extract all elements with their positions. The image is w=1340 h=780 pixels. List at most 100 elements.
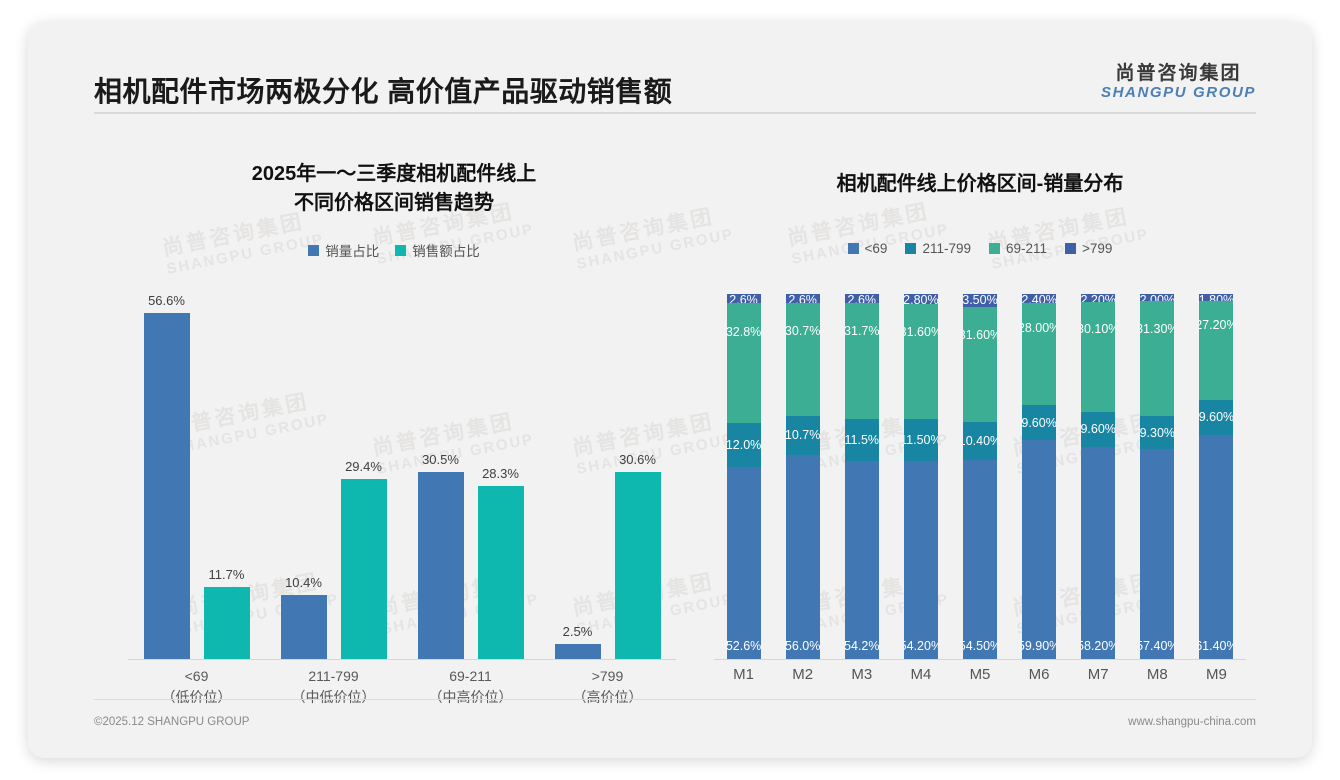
stacked-segment-69-211-M2[interactable]: 30.7% [785, 303, 820, 416]
legend-swatch-icon [308, 244, 320, 256]
stacked-segment-<69-M9[interactable]: 61.40% [1199, 434, 1234, 659]
legend-item-left-1[interactable]: 销售额占比 [395, 240, 480, 260]
stacked-segment->799-M5[interactable]: 3.50% [962, 294, 997, 307]
stacked-segment->799-M3[interactable]: 2.6% [844, 294, 879, 304]
stacked-segment-<69-M7[interactable]: 58.20% [1081, 446, 1116, 659]
legend-label: <69 [864, 241, 888, 256]
stacked-segment-69-211-M3[interactable]: 31.7% [844, 303, 879, 420]
stacked-segment-211-799-M1[interactable]: 12.0% [726, 423, 761, 467]
legend-item-right-1[interactable]: 211-799 [905, 241, 971, 256]
bar-column[interactable]: 30.5% [417, 292, 464, 659]
bar-销量占比-<69[interactable] [143, 312, 190, 659]
left-chart-panel: 2025年一～三季度相机配件线上 不同价格区间销售趋势 销量占比 销售额占比 56… [94, 132, 694, 705]
stacked-segment-69-211-M5[interactable]: 31.60% [962, 306, 997, 423]
stacked-segment->799-M8[interactable]: 2.00% [1140, 294, 1175, 302]
stacked-bar-M1[interactable]: 2.6% 32.8% 12.0% 52.6% [726, 294, 761, 659]
stacked-segment->799-M4[interactable]: 2.80% [903, 294, 938, 305]
header-divider [94, 112, 1256, 114]
stacked-segment-69-211-M6[interactable]: 28.00% [1022, 302, 1057, 406]
legend-item-right-0[interactable]: <69 [847, 241, 888, 256]
legend-item-left-0[interactable]: 销量占比 [308, 240, 379, 260]
stacked-segment->799-M2[interactable]: 2.6% [785, 294, 820, 304]
bar-销量占比->799[interactable] [554, 643, 601, 659]
stacked-segment-69-211-M8[interactable]: 31.30% [1140, 301, 1175, 416]
stacked-segment-<69-M3[interactable]: 54.2% [844, 461, 879, 659]
bar-value-label: 56.6% [148, 292, 185, 308]
stacked-segment-<69-M5[interactable]: 54.50% [962, 460, 997, 659]
bar-column[interactable]: 30.6% [614, 292, 661, 659]
segment-value-label: 9.60% [1081, 422, 1116, 437]
legend-item-right-3[interactable]: >799 [1065, 241, 1112, 256]
stacked-segment-211-799-M4[interactable]: 11.50% [903, 419, 938, 462]
stacked-bar-M2[interactable]: 2.6% 30.7% 10.7% 56.0% [785, 294, 820, 660]
legend-swatch-icon [395, 244, 407, 256]
segment-value-label: 10.7% [785, 428, 820, 443]
segment-value-label: 54.50% [963, 639, 997, 653]
bar-column[interactable]: 11.7% [203, 292, 250, 659]
bar-销售额占比-<69[interactable] [203, 587, 250, 659]
stacked-segment-69-211-M1[interactable]: 32.8% [726, 303, 761, 424]
stacked-segment-69-211-M4[interactable]: 31.60% [903, 304, 938, 420]
stacked-segment->799-M9[interactable]: 1.80% [1199, 294, 1234, 301]
stacked-segment-<69-M8[interactable]: 57.40% [1140, 449, 1175, 659]
bar-value-label: 2.5% [562, 623, 593, 639]
x-axis-label-M1: M1 [733, 666, 754, 683]
stacked-segment-211-799-M2[interactable]: 10.7% [785, 415, 820, 455]
stacked-segment->799-M6[interactable]: 2.40% [1022, 294, 1057, 303]
x-axis-label-69-211: 69-211 （中高价位） [402, 666, 539, 708]
stacked-bar-M7[interactable]: 2.20% 30.10% 9.60% 58.20% [1081, 294, 1116, 659]
segment-value-label: 9.30% [1140, 425, 1175, 440]
bar-销量占比-69-211[interactable] [417, 472, 464, 659]
bar-group: 30.5% 28.3% [402, 292, 539, 659]
segment-value-label: 11.5% [844, 433, 879, 448]
segment-value-label: 31.60% [904, 324, 938, 339]
legend-swatch-icon [988, 243, 1000, 254]
stacked-bar-M9[interactable]: 1.80% 27.20% 9.60% 61.40% [1199, 294, 1234, 659]
logo-chinese-text: 尚普咨询集团 [1115, 63, 1242, 84]
stacked-segment-211-799-M5[interactable]: 10.40% [962, 422, 997, 461]
bar-销量占比-211-799[interactable] [280, 595, 327, 659]
segment-value-label: 2.40% [1022, 294, 1057, 303]
segment-value-label: 31.30% [1140, 321, 1174, 336]
stacked-bar-M5[interactable]: 3.50% 31.60% 10.40% 54.50% [962, 294, 997, 659]
stacked-segment-<69-M2[interactable]: 56.0% [785, 454, 820, 660]
stacked-segment-<69-M1[interactable]: 52.6% [726, 467, 761, 659]
bar-column[interactable]: 10.4% [280, 292, 327, 659]
bar-column[interactable]: 56.6% [143, 292, 190, 659]
footer-divider [94, 699, 1256, 700]
stacked-bar-M3[interactable]: 2.6% 31.7% 11.5% 54.2% [844, 294, 879, 659]
segment-value-label: 57.40% [1140, 639, 1174, 653]
segment-value-label: 30.7% [785, 323, 820, 338]
bar-column[interactable]: 2.5% [554, 292, 601, 659]
stacked-segment-211-799-M6[interactable]: 9.60% [1022, 405, 1057, 441]
stacked-column: 2.20% 30.10% 9.60% 58.20% [1069, 294, 1128, 659]
segment-value-label: 1.80% [1199, 294, 1233, 301]
bar-column[interactable]: 29.4% [340, 292, 387, 659]
stacked-segment-211-799-M7[interactable]: 9.60% [1081, 411, 1116, 447]
right-chart-panel: 相机配件线上价格区间-销量分布 <69 211-799 69-211 >799 2.6… [700, 132, 1260, 702]
stacked-bar-M4[interactable]: 2.80% 31.60% 11.50% 54.20% [903, 294, 938, 659]
stacked-segment-211-799-M9[interactable]: 9.60% [1199, 399, 1234, 435]
bar-销售额占比->799[interactable] [614, 471, 661, 659]
stacked-segment-<69-M6[interactable]: 59.90% [1022, 440, 1057, 659]
stacked-bar-M8[interactable]: 2.00% 31.30% 9.30% 57.40% [1140, 294, 1175, 659]
segment-value-label: 3.50% [962, 294, 997, 307]
x-axis-label-M9: M9 [1206, 666, 1227, 683]
stacked-segment->799-M7[interactable]: 2.20% [1081, 294, 1116, 303]
stacked-segment-211-799-M3[interactable]: 11.5% [844, 419, 879, 462]
segment-value-label: 2.00% [1140, 294, 1175, 302]
stacked-segment-<69-M4[interactable]: 54.20% [903, 461, 938, 659]
stacked-segment-211-799-M8[interactable]: 9.30% [1140, 415, 1175, 450]
bar-销售额占比-69-211[interactable] [477, 485, 524, 659]
stacked-segment->799-M1[interactable]: 2.6% [726, 294, 761, 304]
stacked-segment-69-211-M7[interactable]: 30.10% [1081, 302, 1116, 412]
bar-column[interactable]: 28.3% [477, 292, 524, 659]
stacked-bar-M6[interactable]: 2.40% 28.00% 9.60% 59.90% [1022, 294, 1057, 659]
stacked-column: 2.80% 31.60% 11.50% 54.20% [891, 294, 950, 659]
bar-销售额占比-211-799[interactable] [340, 479, 387, 659]
logo-english-text: SHANGPU GROUP [1101, 83, 1256, 101]
legend-item-right-2[interactable]: 69-211 [988, 241, 1047, 256]
segment-value-label: 32.8% [726, 325, 761, 340]
stacked-segment-69-211-M9[interactable]: 27.20% [1199, 300, 1234, 400]
segment-value-label: 10.40% [963, 434, 997, 449]
